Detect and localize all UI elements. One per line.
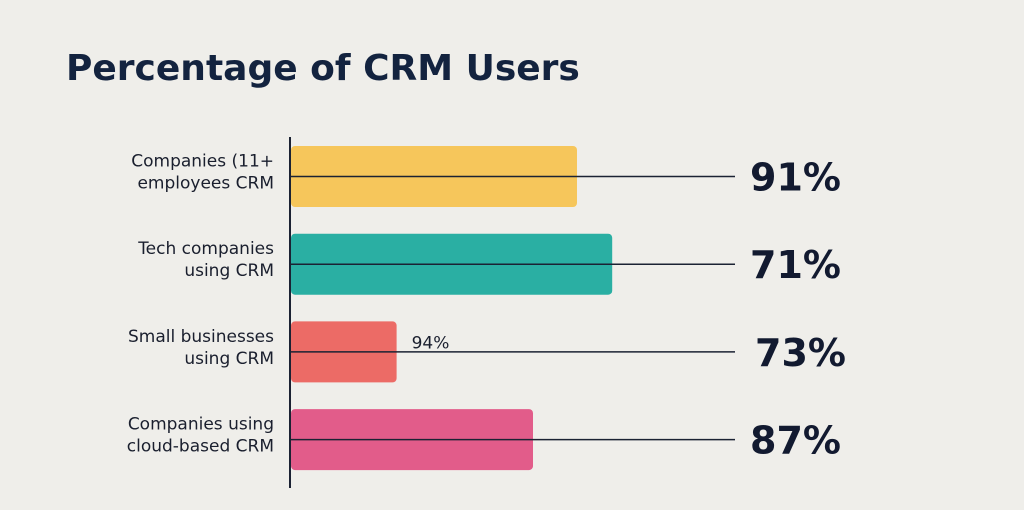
category-label-3: Small businesses using CRM bbox=[128, 327, 274, 369]
category-label-4-line-2: cloud-based CRM bbox=[127, 437, 274, 457]
category-label-4: Companies using cloud-based CRM bbox=[127, 415, 274, 457]
value-label-3: 73% bbox=[755, 331, 846, 375]
value-label-4: 87% bbox=[750, 419, 841, 463]
category-label-4-line-1: Companies using bbox=[128, 415, 274, 435]
category-label-3-line-2: using CRM bbox=[184, 349, 274, 369]
chart-title: Percentage of CRM Users bbox=[66, 48, 580, 89]
category-label-3-line-1: Small businesses bbox=[128, 327, 274, 347]
value-label-1: 91% bbox=[750, 156, 841, 200]
inner-label-3: 94% bbox=[412, 333, 450, 353]
value-label-2: 71% bbox=[750, 243, 841, 287]
category-label-1: Companies (11+ employees CRM bbox=[131, 152, 274, 194]
category-label-1-line-1: Companies (11+ bbox=[131, 152, 274, 172]
category-label-1-line-2: employees CRM bbox=[137, 174, 274, 194]
category-label-2-line-2: using CRM bbox=[184, 261, 274, 281]
category-label-2-line-1: Tech companies bbox=[137, 239, 274, 259]
bars-layer: Companies (11+ employees CRM 91% Tech compa… bbox=[127, 146, 846, 471]
category-label-2: Tech companies using CRM bbox=[137, 239, 274, 281]
